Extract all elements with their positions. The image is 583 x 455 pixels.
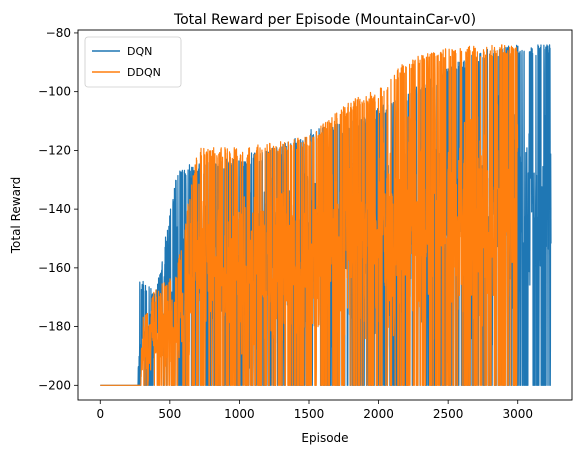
legend-label-ddqn: DDQN	[127, 66, 161, 79]
x-tick-label: 1000	[224, 407, 255, 421]
legend-box	[84, 36, 182, 88]
chart-title: Total Reward per Episode (MountainCar-v0…	[173, 12, 476, 28]
x-tick-label: 3000	[502, 407, 533, 421]
y-tick-label: −180	[38, 320, 71, 334]
x-axis: 0 500 1000 1500 2000 2500 3000	[96, 400, 533, 421]
legend-label-dqn: DQN	[127, 45, 152, 58]
y-tick-label: −120	[38, 143, 71, 157]
legend: DQN DDQN	[84, 36, 182, 88]
x-tick-label: 500	[158, 407, 181, 421]
y-axis: −200 −180 −160 −140 −120 −100 −80	[38, 26, 78, 392]
y-tick-label: −80	[46, 26, 71, 40]
y-tick-label: −200	[38, 378, 71, 392]
plot-frame	[77, 29, 573, 401]
y-tick-label: −140	[38, 202, 71, 216]
y-axis-label: Total Reward	[9, 177, 23, 255]
x-tick-label: 1500	[294, 407, 325, 421]
series-line-ddqn	[99, 44, 519, 386]
y-tick-label: −160	[38, 261, 71, 275]
y-tick-label: −100	[38, 85, 71, 99]
x-tick-label: 2000	[363, 407, 394, 421]
x-tick-label: 2500	[433, 407, 464, 421]
series-layer	[99, 44, 552, 386]
x-tick-label: 0	[96, 407, 104, 421]
x-axis-label: Episode	[301, 431, 348, 445]
